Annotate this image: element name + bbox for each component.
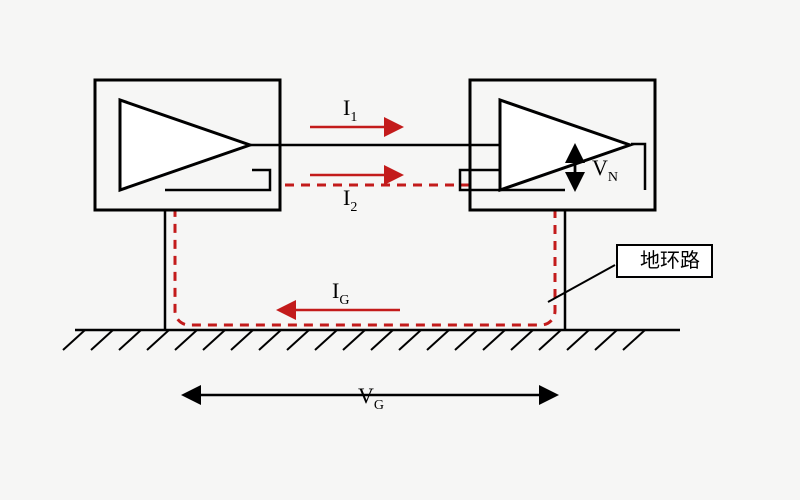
ground-hatch <box>231 330 253 350</box>
ground-hatch <box>91 330 113 350</box>
label-ig: IG <box>332 278 349 308</box>
label-vg: VG <box>358 383 384 413</box>
ground-hatch <box>455 330 477 350</box>
ground-hatch <box>175 330 197 350</box>
ground-hatch <box>315 330 337 350</box>
ground-hatch <box>539 330 561 350</box>
ground-hatch <box>287 330 309 350</box>
ground-hatch <box>595 330 617 350</box>
label-i2: I2 <box>343 185 357 215</box>
ground-hatch <box>511 330 533 350</box>
ground-hatch <box>567 330 589 350</box>
ground-hatch <box>119 330 141 350</box>
ground-hatch <box>399 330 421 350</box>
ground-hatch <box>147 330 169 350</box>
ground-hatch <box>427 330 449 350</box>
loop-label-text: 地环路 <box>640 249 700 272</box>
ground-hatch <box>63 330 85 350</box>
ground-hatch <box>203 330 225 350</box>
ground-hatch <box>371 330 393 350</box>
ground-hatch <box>343 330 365 350</box>
loop-label-leader <box>548 265 615 302</box>
label-i1: I1 <box>343 95 357 125</box>
ground-hatch <box>259 330 281 350</box>
ground-hatch <box>483 330 505 350</box>
ground-hatch <box>623 330 645 350</box>
